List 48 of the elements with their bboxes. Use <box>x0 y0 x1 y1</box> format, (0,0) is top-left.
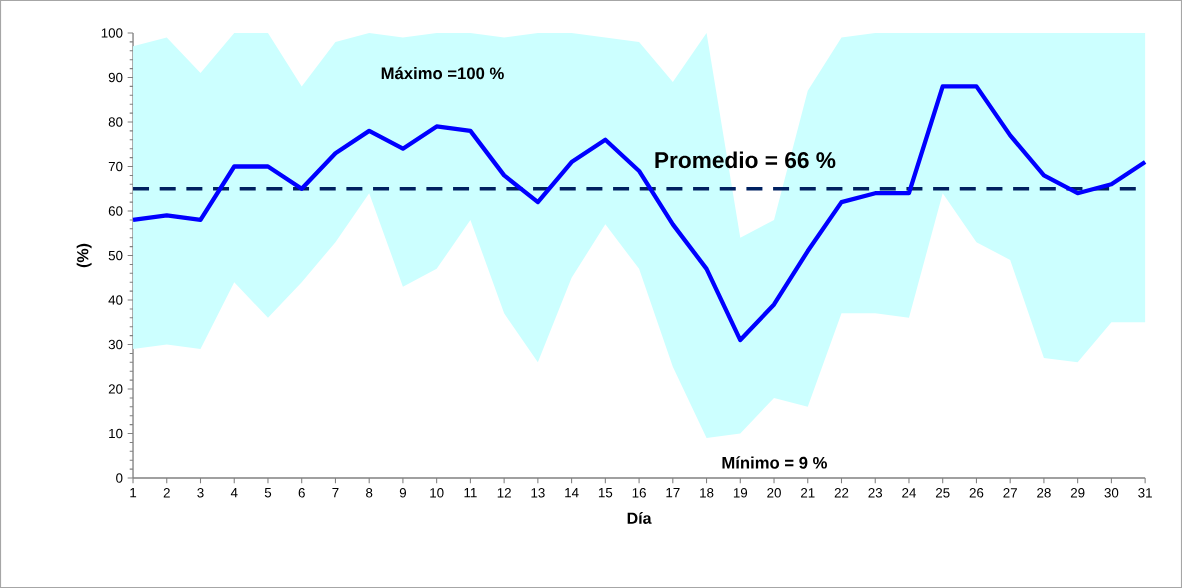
x-tick-label: 10 <box>430 488 444 498</box>
y-tick-label: 20 <box>108 384 123 394</box>
x-tick-label: 15 <box>598 488 613 498</box>
x-tick-label: 22 <box>834 488 849 498</box>
x-tick-label: 26 <box>969 488 984 498</box>
x-tick-label: 23 <box>868 488 883 498</box>
annotation: Máximo =100 % <box>381 66 504 80</box>
y-tick-label: 0 <box>116 473 123 483</box>
x-tick-label: 20 <box>767 488 781 498</box>
x-tick-label: 5 <box>264 488 272 498</box>
x-tick-label: 9 <box>399 488 407 498</box>
x-tick-label: 24 <box>902 488 916 498</box>
annotation: Promedio = 66 % <box>655 151 836 169</box>
x-tick-label: 4 <box>230 488 238 498</box>
y-tick-label: 70 <box>108 161 123 172</box>
x-tick-label: 2 <box>163 488 170 498</box>
y-tick-label: 10 <box>109 428 123 439</box>
x-tick-label: 13 <box>531 488 545 498</box>
x-tick-label: 17 <box>666 488 680 498</box>
x-tick-label: 8 <box>366 488 373 498</box>
x-axis-title: Día <box>627 512 652 524</box>
x-tick-label: 18 <box>700 488 714 498</box>
x-tick-label: 28 <box>1037 488 1051 498</box>
y-tick-label: 40 <box>108 295 123 305</box>
x-tick-label: 25 <box>935 488 950 498</box>
y-tick-label: 60 <box>108 206 123 216</box>
x-tick-label: 21 <box>801 488 815 498</box>
x-tick-label: 16 <box>632 488 646 498</box>
line-series <box>130 84 1148 343</box>
x-tick-label: 1 <box>130 488 137 498</box>
x-tick-label: 3 <box>197 488 204 498</box>
y-axis-title: (%) <box>76 243 92 268</box>
x-tick-label: 11 <box>464 488 477 498</box>
y-tick-label: 90 <box>108 72 123 83</box>
x-tick-label: 6 <box>298 488 305 498</box>
annotation: Mínimo = 9 % <box>722 456 827 469</box>
x-tick-label: 14 <box>565 488 579 498</box>
x-tick-label: 7 <box>332 488 339 498</box>
y-tick-label: 50 <box>108 250 123 261</box>
x-tick-label: 12 <box>497 488 511 498</box>
y-tick-label: 30 <box>108 339 123 350</box>
y-tick-label: 80 <box>108 117 123 127</box>
x-tick-label: 27 <box>1003 488 1017 498</box>
x-tick-label: 29 <box>1070 488 1085 498</box>
y-tick-label: 100 <box>101 28 123 38</box>
x-tick-label: 30 <box>1104 488 1119 498</box>
x-tick-label: 31 <box>1138 488 1152 498</box>
x-tick-label: 19 <box>733 488 748 498</box>
